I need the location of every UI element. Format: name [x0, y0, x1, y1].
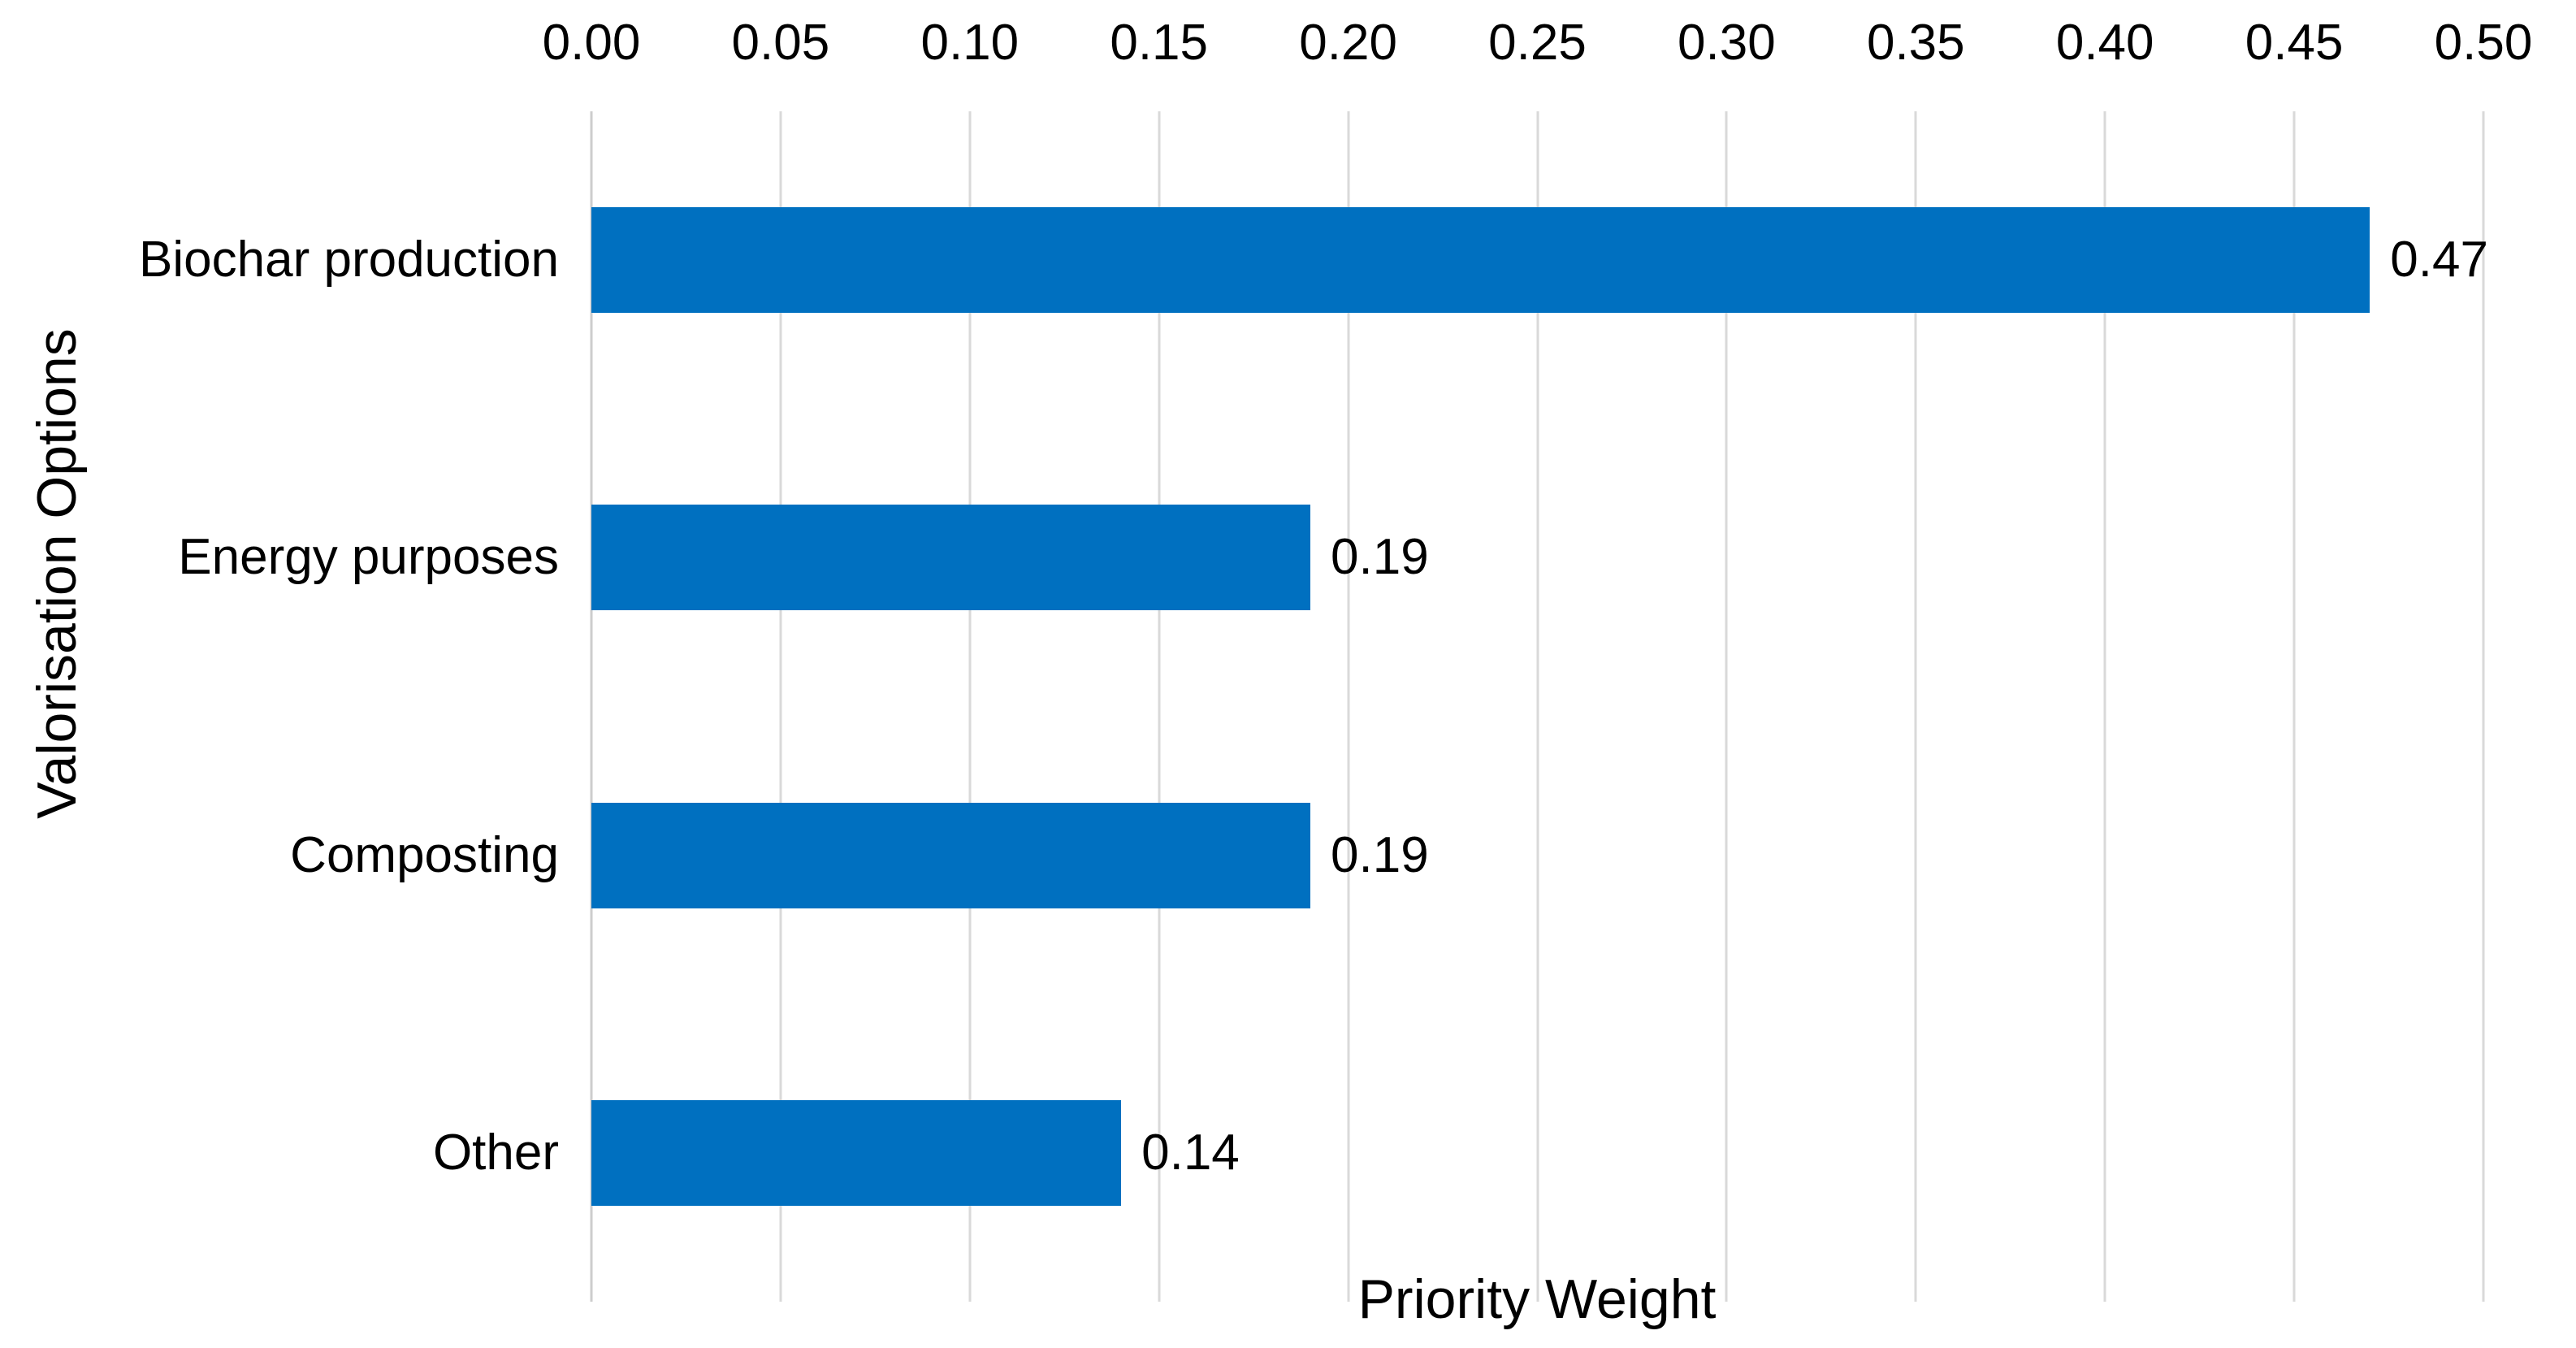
- gridline: [1158, 111, 1161, 1302]
- x-tick-label: 0.20: [1299, 15, 1397, 71]
- bar: [591, 207, 2370, 314]
- x-tick-label: 0.00: [542, 15, 641, 71]
- bar-value-label: 0.14: [1141, 1124, 1240, 1181]
- gridline: [779, 111, 782, 1302]
- gridline: [2103, 111, 2106, 1302]
- gridline: [1347, 111, 1350, 1302]
- x-tick-label: 0.45: [2245, 15, 2344, 71]
- category-label: Composting: [290, 826, 559, 883]
- x-axis-title: Priority Weight: [1357, 1268, 1717, 1330]
- y-axis-title: Valorisation Options: [26, 328, 88, 819]
- category-label: Biochar production: [139, 232, 559, 288]
- x-tick-label: 0.40: [2055, 15, 2154, 71]
- value-axis-line: [590, 111, 593, 1302]
- x-tick-label: 0.05: [731, 15, 830, 71]
- bar-value-label: 0.19: [1331, 529, 1429, 586]
- bar: [591, 505, 1311, 611]
- bar-value-label: 0.47: [2390, 232, 2488, 288]
- x-tick-label: 0.35: [1866, 15, 1965, 71]
- plot-area: 0.47 0.19 0.19 0.14: [590, 111, 2488, 1302]
- x-tick-label: 0.10: [920, 15, 1020, 71]
- gridline: [2482, 111, 2485, 1302]
- gridline: [968, 111, 972, 1302]
- x-tick-label: 0.50: [2434, 15, 2533, 71]
- x-tick-label: 0.15: [1110, 15, 1209, 71]
- gridline: [1914, 111, 1917, 1302]
- bar-value-label: 0.19: [1331, 826, 1429, 883]
- category-label: Other: [432, 1124, 559, 1181]
- x-tick-label: 0.25: [1488, 15, 1587, 71]
- bar: [591, 1099, 1122, 1206]
- gridline: [1725, 111, 1728, 1302]
- gridline: [2292, 111, 2296, 1302]
- category-label: Energy purposes: [178, 529, 559, 586]
- gridline: [1536, 111, 1539, 1302]
- bar: [591, 802, 1311, 908]
- x-tick-label: 0.30: [1678, 15, 1776, 71]
